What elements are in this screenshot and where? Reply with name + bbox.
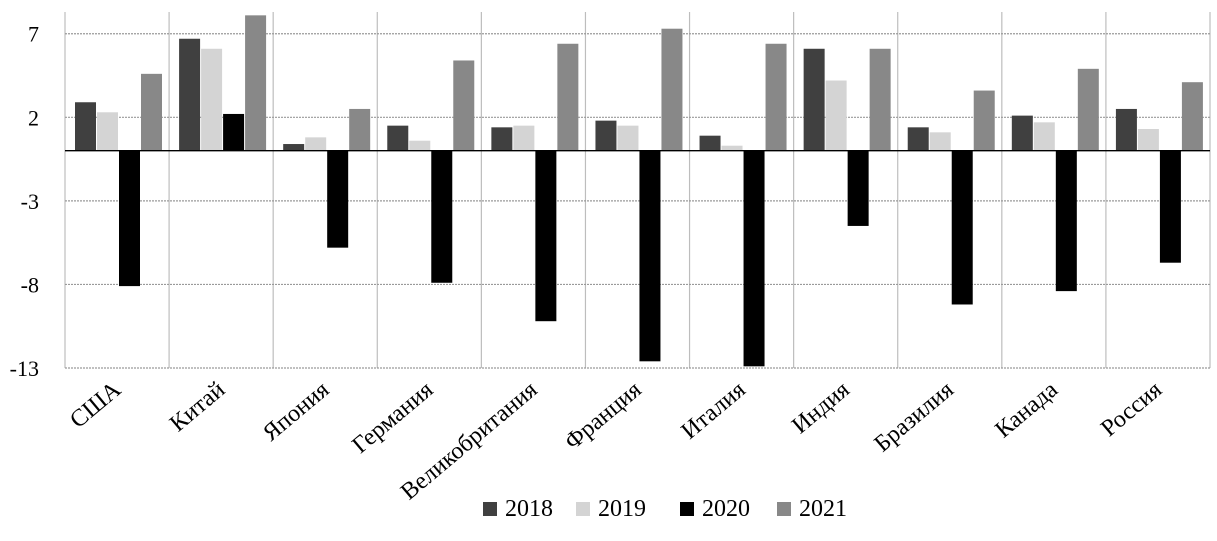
- legend-swatch-2021: [777, 502, 791, 516]
- x-tick-label: Германия: [348, 377, 439, 459]
- x-tick-label: Франция: [560, 377, 647, 456]
- x-tick-label: Италия: [677, 377, 751, 445]
- grid: [64, 12, 1211, 369]
- legend: 2018 2019 2020 2021: [483, 496, 847, 522]
- bar-2021: [453, 60, 475, 151]
- bar-2020: [1159, 150, 1181, 263]
- bar-2018: [1011, 115, 1033, 151]
- y-tick-label: 2: [28, 105, 39, 130]
- bar-2020: [119, 150, 140, 287]
- legend-label-2018: 2018: [505, 496, 553, 522]
- bar-2019: [929, 132, 951, 151]
- bar-2021: [245, 15, 267, 151]
- bar-2018: [75, 102, 96, 151]
- bar-2019: [201, 48, 223, 151]
- bar-2018: [699, 135, 721, 151]
- bar-2019: [721, 145, 743, 151]
- x-tick-label: Китай: [165, 377, 230, 438]
- legend-swatch-2019: [576, 502, 590, 516]
- bar-2018: [283, 144, 305, 151]
- y-tick-label: -13: [10, 356, 39, 381]
- bar-2020: [223, 113, 245, 151]
- bar-2019: [305, 137, 327, 151]
- bar-2018: [1115, 108, 1137, 151]
- bar-2018: [179, 38, 201, 151]
- bars: [75, 15, 1203, 367]
- bar-2020: [535, 150, 557, 322]
- bar-2019: [513, 125, 535, 151]
- bar-2018: [803, 48, 825, 151]
- bar-2019: [1137, 128, 1159, 151]
- bar-2021: [973, 90, 995, 151]
- bar-2019: [825, 80, 847, 151]
- bar-2018: [907, 127, 929, 151]
- bar-2021: [349, 108, 371, 151]
- x-tick-label: Индия: [787, 377, 854, 440]
- legend-label-2021: 2021: [799, 496, 847, 522]
- bar-2020: [847, 150, 869, 226]
- y-tick-label: 7: [28, 22, 39, 47]
- legend-label-2019: 2019: [598, 496, 646, 522]
- bar-2020: [639, 150, 661, 362]
- x-tick-label: США: [65, 376, 126, 433]
- bar-2020: [951, 150, 973, 305]
- bar-2021: [1077, 68, 1099, 151]
- bar-2020: [327, 150, 349, 248]
- bar-2020: [743, 150, 765, 367]
- bar-2021: [765, 43, 787, 151]
- bar-2020: [431, 150, 453, 283]
- x-tick-label: Япония: [258, 377, 334, 447]
- y-tick-label: -8: [21, 272, 39, 297]
- x-tick-label: Бразилия: [870, 377, 959, 458]
- legend-swatch-2018: [483, 502, 497, 516]
- legend-label-2020: 2020: [702, 496, 750, 522]
- bar-2018: [595, 120, 617, 151]
- bar-2019: [409, 140, 431, 151]
- bar-2021: [141, 73, 162, 151]
- bar-2021: [557, 43, 579, 151]
- x-tick-label: Канада: [991, 376, 1064, 443]
- bar-2021: [1181, 82, 1203, 151]
- bar-2021: [869, 48, 891, 151]
- legend-swatch-2020: [680, 502, 694, 516]
- bar-2019: [617, 125, 639, 151]
- bar-2021: [661, 28, 683, 151]
- bar-2019: [97, 112, 118, 151]
- bar-2019: [1033, 122, 1055, 151]
- bar-2020: [1055, 150, 1077, 292]
- y-tick-label: -3: [21, 189, 39, 214]
- bar-2018: [387, 125, 409, 151]
- x-tick-label: Россия: [1096, 377, 1167, 442]
- bar-2018: [491, 127, 513, 151]
